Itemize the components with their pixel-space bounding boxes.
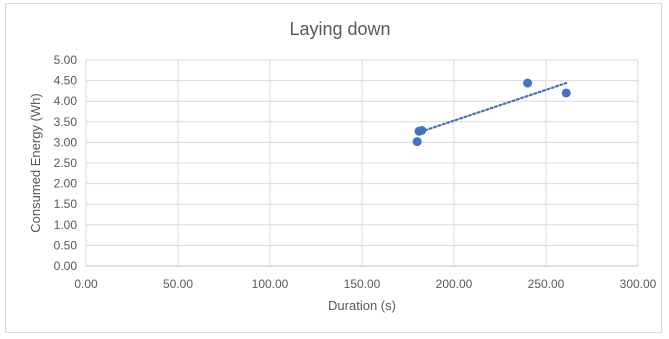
y-tick-label: 0.50 [54, 238, 78, 252]
x-tick-label: 250.00 [528, 277, 565, 291]
y-tick-label: 2.00 [54, 177, 78, 191]
x-axis-title: Duration (s) [328, 298, 396, 313]
y-tick-label: 1.50 [54, 197, 78, 211]
y-axis-title: Consumed Energy (Wh) [28, 93, 43, 232]
trendline [419, 81, 568, 133]
trendline-layer [419, 81, 568, 133]
gridlines [85, 59, 639, 267]
data-point [417, 125, 427, 135]
x-tick-label: 200.00 [436, 277, 473, 291]
data-point [412, 137, 422, 147]
y-tick-label: 2.50 [54, 156, 78, 170]
chart-title: Laying down [289, 19, 390, 39]
x-tick-label: 300.00 [620, 277, 657, 291]
x-tick-label: 100.00 [252, 277, 289, 291]
x-tick-label: 150.00 [344, 277, 381, 291]
chart-frame [5, 3, 662, 333]
y-tick-label: 0.00 [54, 259, 78, 273]
data-points [412, 78, 571, 147]
data-point [523, 78, 533, 88]
x-tick-labels: 0.00 50.00 100.00 150.00 200.00 250.00 300.00 [74, 277, 656, 291]
y-tick-label: 4.50 [54, 74, 78, 88]
data-point [561, 88, 571, 98]
y-tick-label: 1.00 [54, 218, 78, 232]
y-tick-label: 3.50 [54, 115, 78, 129]
x-tick-label: 0.00 [74, 277, 98, 291]
y-tick-label: 5.00 [54, 53, 78, 67]
y-tick-labels: 0.00 0.50 1.00 1.50 2.00 2.50 3.00 3.50 4.00 4.50… [54, 53, 78, 273]
x-tick-label: 50.00 [163, 277, 193, 291]
y-tick-label: 4.00 [54, 94, 78, 108]
y-tick-label: 3.00 [54, 135, 78, 149]
